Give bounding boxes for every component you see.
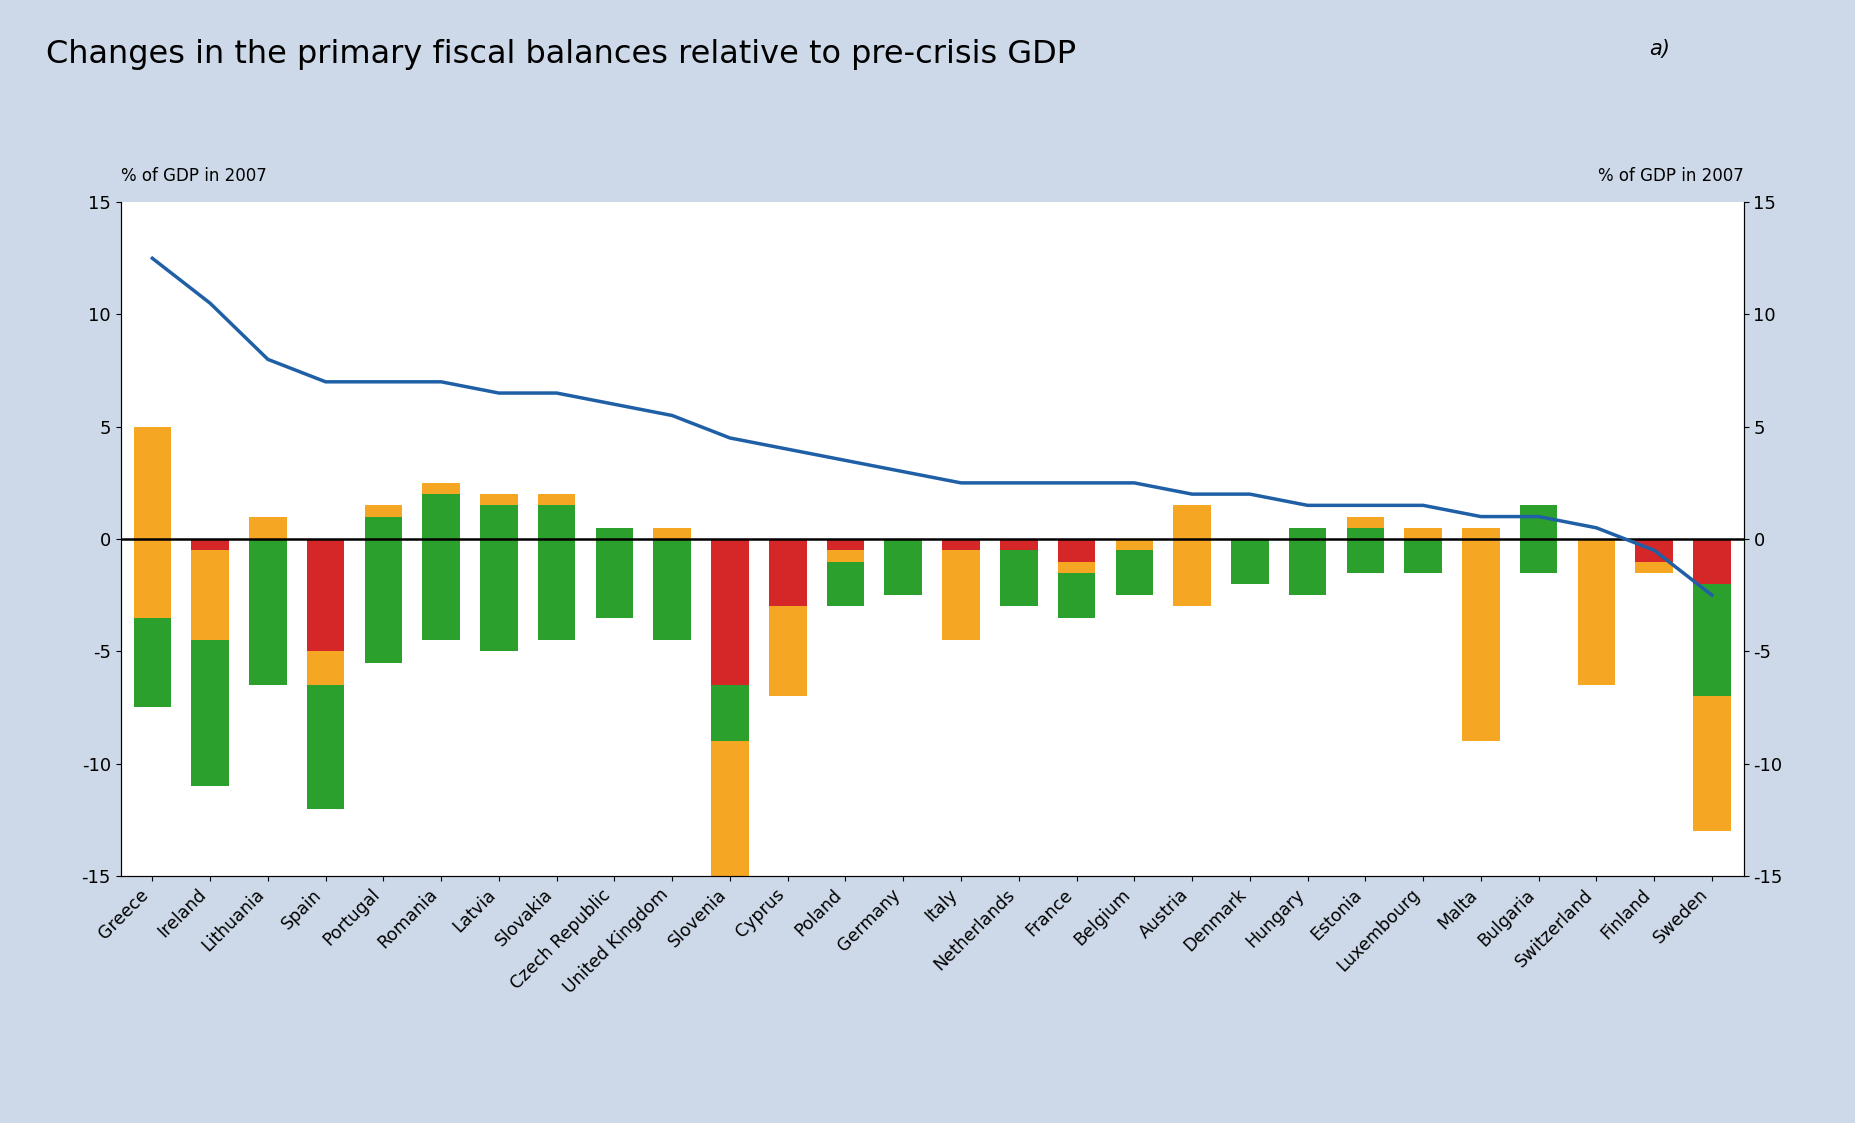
Bar	[1519, 539, 1558, 573]
Text: % of GDP in 2007: % of GDP in 2007	[121, 167, 267, 185]
Bar	[827, 550, 864, 606]
Bar	[249, 539, 288, 685]
Bar	[1404, 539, 1441, 573]
Bar	[1057, 539, 1094, 618]
Bar	[1347, 528, 1384, 573]
Bar	[1347, 517, 1384, 528]
Bar	[1057, 562, 1094, 573]
Bar	[1577, 539, 1616, 550]
Bar	[770, 606, 807, 696]
Bar	[710, 685, 749, 988]
Bar	[365, 539, 403, 663]
Bar	[1694, 584, 1731, 696]
Bar	[1636, 562, 1673, 573]
Bar	[1174, 539, 1211, 584]
Bar	[1115, 539, 1154, 595]
Bar	[538, 505, 575, 640]
Bar	[1462, 539, 1499, 562]
Bar	[1462, 528, 1499, 741]
Bar	[306, 539, 345, 809]
Bar	[1694, 696, 1731, 831]
Bar	[1174, 505, 1211, 584]
Bar	[365, 505, 403, 517]
Bar	[1404, 539, 1441, 573]
Bar	[595, 539, 633, 618]
Bar	[480, 539, 518, 651]
Bar	[1174, 505, 1211, 606]
Bar	[365, 517, 403, 663]
Bar	[710, 741, 749, 988]
Bar	[480, 505, 518, 651]
Bar	[827, 539, 864, 606]
Bar	[942, 550, 979, 640]
Bar	[1404, 528, 1441, 539]
Bar	[480, 494, 518, 505]
Bar	[1232, 539, 1269, 584]
Bar	[423, 483, 460, 494]
Bar	[1232, 539, 1269, 584]
Bar	[249, 517, 288, 539]
Bar	[1347, 539, 1384, 573]
Bar	[249, 539, 288, 685]
Bar	[134, 427, 171, 618]
Bar	[1289, 539, 1326, 595]
Bar	[1000, 539, 1037, 606]
Bar	[1115, 539, 1154, 595]
Bar	[1577, 539, 1616, 550]
Bar	[1115, 539, 1154, 550]
Bar	[770, 539, 807, 640]
Text: a): a)	[1649, 39, 1670, 60]
Bar	[885, 539, 922, 595]
Bar	[538, 494, 575, 505]
Bar	[1636, 562, 1673, 573]
Bar	[1694, 539, 1731, 584]
Bar	[1000, 550, 1037, 606]
Bar	[653, 539, 690, 640]
Text: % of GDP in 2007: % of GDP in 2007	[1597, 167, 1744, 185]
Bar	[827, 550, 864, 562]
Text: Changes in the primary fiscal balances relative to pre-crisis GDP: Changes in the primary fiscal balances r…	[46, 39, 1076, 71]
Bar	[770, 606, 807, 640]
Bar	[306, 685, 345, 809]
Bar	[710, 539, 749, 685]
Bar	[1462, 528, 1499, 562]
Bar	[1577, 539, 1616, 685]
Bar	[1289, 528, 1326, 595]
Bar	[595, 528, 633, 618]
Bar	[942, 539, 979, 606]
Bar	[306, 651, 345, 685]
Bar	[191, 550, 228, 640]
Bar	[1057, 562, 1094, 618]
Bar	[423, 539, 460, 640]
Bar	[134, 539, 171, 707]
Bar	[942, 550, 979, 606]
Bar	[538, 539, 575, 640]
Bar	[653, 528, 690, 539]
Bar	[191, 539, 228, 786]
Bar	[1519, 505, 1558, 573]
Bar	[191, 640, 228, 786]
Bar	[423, 494, 460, 640]
Bar	[653, 539, 690, 640]
Bar	[885, 539, 922, 595]
Bar	[134, 618, 171, 707]
Bar	[1636, 539, 1673, 562]
